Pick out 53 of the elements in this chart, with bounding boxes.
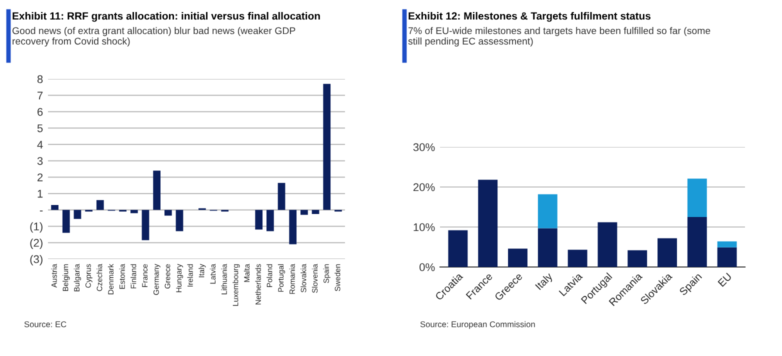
x-tick-label: EU <box>718 272 732 287</box>
bar <box>74 210 82 219</box>
bar <box>478 180 498 267</box>
y-tick-label: 8 <box>37 75 43 84</box>
bar <box>96 200 104 210</box>
bar <box>508 248 528 267</box>
chart-subtitle: 7% of EU-wide milestones and targets have been fulfilled so far (some still pending EC assessment) <box>408 27 710 47</box>
bar <box>255 210 263 230</box>
bar <box>300 210 308 215</box>
y-tick-label: 1 <box>38 190 43 198</box>
y-tick-label: 5 <box>37 124 43 132</box>
bar <box>658 238 677 267</box>
y-tick-label: (1) <box>30 222 42 233</box>
source-note: Source: European Commission <box>420 321 535 329</box>
bar <box>717 241 737 248</box>
bar <box>164 210 172 216</box>
chart-subtitle: Good news (of extra grant allocation) blur bad news (weaker GDP recovery from Covid shock) <box>12 27 296 47</box>
bar <box>176 210 184 232</box>
bar <box>687 217 707 267</box>
bar <box>312 210 320 214</box>
y-tick-label: (2) <box>30 238 42 249</box>
bar <box>448 230 468 267</box>
chart-title: Exhibit 11: RRF grants allocation: initial versus final allocation <box>12 12 320 22</box>
source-note: Source: EC <box>24 321 66 328</box>
bar <box>62 210 70 233</box>
y-tick-label: - <box>40 210 43 212</box>
y-tick-label: 30% <box>413 143 435 152</box>
y-tick-label: 0% <box>420 263 435 272</box>
bar <box>717 247 737 267</box>
y-tick-label: 2 <box>38 173 43 182</box>
bar <box>153 170 161 210</box>
y-tick-label: 7 <box>38 92 43 100</box>
bar <box>323 84 331 210</box>
x-tick-label: Italy <box>534 272 554 292</box>
bar <box>266 210 274 232</box>
bar <box>687 178 707 217</box>
y-tick-label: 4 <box>37 140 43 148</box>
bar <box>628 250 648 267</box>
bar <box>568 250 588 267</box>
bar <box>142 210 150 240</box>
bar <box>538 194 558 228</box>
bar <box>538 228 558 267</box>
y-tick-label: 20% <box>413 183 435 192</box>
y-tick-label: 3 <box>37 157 43 165</box>
y-tick-label: 6 <box>38 108 43 116</box>
bar <box>130 210 138 214</box>
y-tick-label: (3) <box>30 254 42 266</box>
bar <box>289 210 297 244</box>
bar <box>51 205 58 210</box>
bar <box>278 182 286 210</box>
chart-title: Exhibit 12: Milestones & Targets fulfilment status <box>408 12 650 22</box>
bar <box>598 222 618 267</box>
y-tick-label: 10% <box>414 223 435 232</box>
